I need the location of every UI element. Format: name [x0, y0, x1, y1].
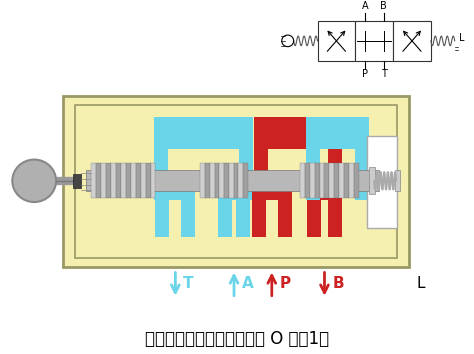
Bar — [234, 164, 238, 198]
Text: L: L — [417, 276, 426, 291]
Circle shape — [12, 160, 56, 202]
Bar — [335, 164, 339, 198]
Bar — [236, 187, 250, 237]
Text: B: B — [332, 276, 344, 291]
Bar — [254, 117, 342, 149]
Bar — [339, 164, 345, 198]
Bar — [155, 117, 253, 149]
Text: P: P — [280, 276, 291, 291]
Bar — [146, 164, 151, 198]
Bar — [367, 136, 397, 228]
Bar — [305, 164, 310, 198]
Bar — [155, 187, 195, 200]
Bar — [345, 164, 349, 198]
Bar — [329, 164, 335, 198]
Bar — [210, 164, 215, 198]
Bar — [356, 149, 369, 200]
Bar — [126, 164, 131, 198]
Bar — [200, 164, 205, 198]
Bar — [315, 164, 319, 198]
Bar — [243, 164, 248, 198]
Bar — [218, 187, 250, 200]
Bar — [111, 164, 116, 198]
Bar — [136, 164, 141, 198]
Bar — [325, 164, 329, 198]
Bar — [349, 164, 354, 198]
Bar — [354, 164, 359, 198]
Bar — [328, 149, 342, 200]
Bar — [86, 170, 379, 192]
Bar — [155, 149, 168, 200]
Bar — [239, 149, 253, 200]
Bar — [182, 187, 195, 237]
Bar — [300, 164, 305, 198]
Bar — [215, 164, 219, 198]
Bar — [106, 164, 111, 198]
Bar — [75, 104, 397, 258]
Bar — [393, 21, 431, 61]
Bar — [328, 187, 342, 237]
Bar — [356, 21, 393, 61]
Bar — [116, 164, 121, 198]
Bar — [307, 187, 342, 200]
Bar — [205, 164, 210, 198]
Bar — [218, 187, 232, 237]
Bar — [252, 187, 266, 237]
Bar — [151, 164, 155, 198]
Bar — [319, 164, 325, 198]
Text: T: T — [183, 276, 194, 291]
Bar — [278, 187, 292, 237]
Bar — [310, 164, 315, 198]
Text: P: P — [362, 69, 368, 79]
Bar — [307, 187, 320, 237]
Bar — [395, 170, 400, 192]
Bar — [91, 164, 96, 198]
Bar — [63, 96, 409, 267]
Bar — [369, 167, 375, 194]
Text: L: L — [459, 33, 464, 43]
Bar — [141, 164, 146, 198]
Bar — [224, 164, 229, 198]
Bar — [238, 164, 243, 198]
Bar — [318, 21, 356, 61]
Text: B: B — [380, 1, 387, 11]
Bar — [101, 164, 106, 198]
Bar — [96, 164, 101, 198]
Bar — [252, 187, 292, 200]
Bar — [306, 117, 369, 149]
Bar — [306, 149, 319, 200]
Bar — [254, 149, 268, 200]
Bar — [229, 164, 234, 198]
Bar — [73, 174, 81, 188]
Bar — [155, 187, 169, 237]
Text: T: T — [381, 69, 387, 79]
Text: A: A — [362, 1, 368, 11]
Bar — [219, 164, 224, 198]
Bar — [131, 164, 136, 198]
Bar — [121, 164, 126, 198]
Text: 三位四通换向阀，中位机能 O 型（1）: 三位四通换向阀，中位机能 O 型（1） — [145, 330, 329, 348]
Text: A: A — [242, 276, 254, 291]
